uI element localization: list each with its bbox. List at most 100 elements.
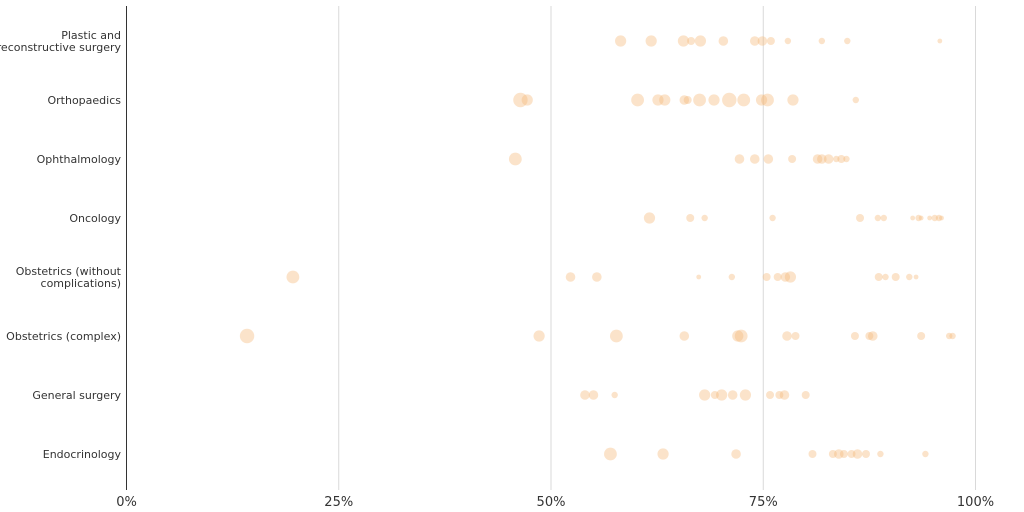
category-label: General surgery (32, 389, 121, 402)
x-tick-label: 75% (749, 495, 778, 510)
data-point (728, 273, 736, 281)
data-point (762, 273, 771, 281)
data-point (757, 36, 768, 46)
category-label: Plastic and (61, 29, 121, 42)
data-point (850, 332, 859, 340)
x-tick-label: 50% (537, 495, 566, 510)
data-point (931, 214, 938, 222)
data-point (521, 94, 533, 106)
data-point (686, 214, 695, 222)
data-point (565, 272, 576, 282)
data-point (949, 332, 956, 340)
grid-lines (338, 6, 976, 490)
data-point (891, 273, 900, 281)
data-point (918, 215, 924, 221)
x-tick-label: 100% (957, 495, 994, 510)
data-point (935, 214, 943, 222)
data-point (882, 273, 889, 281)
data-point (801, 391, 810, 399)
data-point (766, 391, 775, 399)
data-point (286, 270, 300, 284)
data-point (843, 155, 850, 163)
x-tick-label: 0% (116, 495, 137, 510)
data-point (937, 38, 943, 44)
data-point (775, 391, 784, 399)
data-point (755, 94, 768, 106)
x-tick-labels: 0% 25% 50% 75% 100% (116, 495, 994, 510)
data-point (645, 35, 657, 47)
data-point (734, 154, 745, 164)
data-point (761, 93, 774, 107)
data-point (833, 155, 840, 163)
data-point (877, 450, 884, 458)
data-point (880, 214, 888, 222)
data-point (779, 390, 790, 400)
data-point (631, 93, 644, 107)
data-point (773, 273, 782, 281)
data-point (679, 331, 690, 341)
data-point (906, 273, 913, 281)
data-point (763, 154, 774, 164)
data-point (818, 37, 826, 45)
data-point (867, 331, 878, 341)
data-point (766, 37, 775, 45)
data-point (659, 94, 671, 106)
data-point (787, 94, 799, 106)
data-point (652, 94, 664, 106)
data-point (615, 35, 627, 47)
data-point (823, 154, 834, 164)
data-points (239, 35, 956, 461)
data-point (239, 328, 255, 344)
data-point (609, 329, 623, 343)
data-point (732, 330, 744, 342)
data-point (922, 450, 929, 458)
data-point (710, 391, 719, 399)
data-point (679, 95, 690, 105)
data-point (592, 272, 602, 282)
data-point (749, 36, 760, 46)
x-tick-label: 25% (324, 495, 353, 510)
data-point (817, 154, 827, 164)
data-point (722, 92, 737, 108)
data-point (611, 391, 618, 399)
data-point (791, 332, 800, 340)
data-point (727, 390, 738, 400)
data-point (683, 96, 692, 104)
data-point (852, 449, 863, 459)
category-label: reconstructive surgery (0, 41, 121, 54)
data-point (784, 37, 792, 45)
data-point (837, 155, 846, 163)
data-point (513, 92, 528, 108)
data-point (788, 155, 797, 163)
data-point (847, 450, 856, 458)
data-point (828, 450, 837, 458)
data-point (734, 329, 748, 343)
data-point (701, 214, 708, 222)
data-point (533, 330, 545, 342)
data-point (718, 36, 729, 46)
data-point (699, 389, 711, 401)
data-point (657, 448, 669, 460)
data-point (694, 35, 707, 47)
data-point (677, 35, 690, 47)
data-point (739, 389, 752, 401)
data-point (780, 272, 791, 282)
data-point (708, 94, 720, 106)
data-point (927, 215, 933, 221)
category-label: Endocrinology (43, 448, 122, 461)
data-point (917, 332, 926, 340)
data-point (812, 154, 823, 164)
data-point (839, 450, 848, 458)
category-label: Oncology (69, 212, 121, 225)
data-point (865, 332, 874, 340)
data-point (693, 93, 706, 107)
data-point (782, 331, 792, 341)
data-point (731, 449, 741, 459)
data-point (910, 215, 916, 221)
data-point (716, 389, 728, 401)
data-point (784, 271, 797, 283)
category-label: Obstetrics (without (16, 265, 122, 278)
data-point (749, 154, 760, 164)
